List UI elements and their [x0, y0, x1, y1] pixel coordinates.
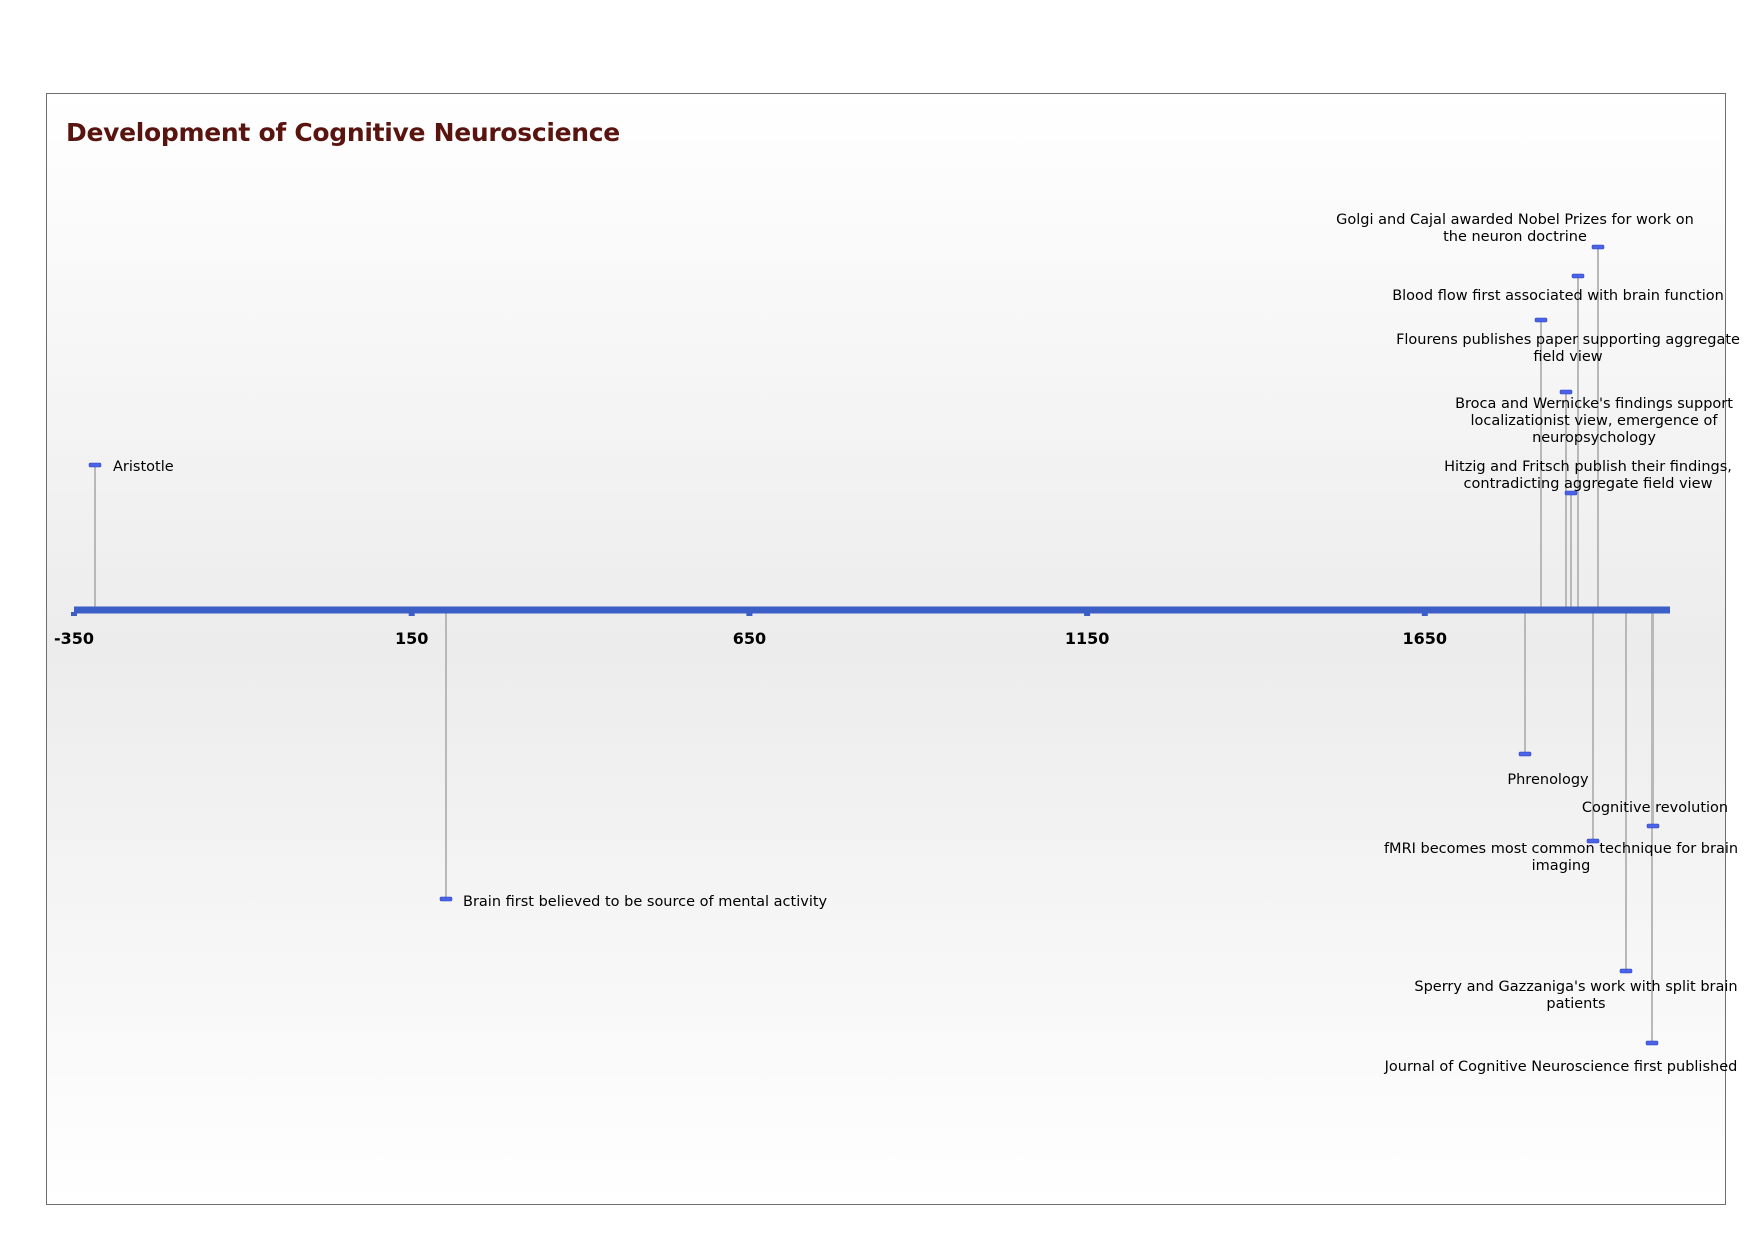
event-label: Cognitive revolution [1582, 800, 1728, 816]
event-label: Golgi and Cajal awarded Nobel Prizes for… [1336, 212, 1694, 245]
event-label: Phrenology [1507, 772, 1589, 788]
event-marker[interactable] [1564, 490, 1578, 496]
event-marker[interactable] [1591, 244, 1605, 250]
axis-tick-label: 150 [395, 629, 428, 648]
axis-tick-label: 1650 [1403, 629, 1448, 648]
event-label: Broca and Wernicke's findings support loc… [1455, 396, 1733, 446]
event-label: Hitzig and Fritsch publish their finding… [1444, 459, 1732, 492]
event-label: Aristotle [113, 459, 174, 475]
event-marker[interactable] [439, 896, 453, 902]
event-label: Sperry and Gazzaniga's work with split b… [1414, 979, 1737, 1012]
connector-lines [94, 247, 1654, 1043]
event-label: fMRI becomes most common technique for b… [1384, 841, 1738, 874]
timeline-frame [46, 93, 1726, 1205]
event-label: Flourens publishes paper supporting aggr… [1396, 332, 1740, 365]
event-marker[interactable] [1586, 838, 1600, 844]
timeline-axis [74, 606, 1670, 614]
axis-tick [71, 612, 77, 616]
event-label: Journal of Cognitive Neuroscience first … [1384, 1059, 1738, 1075]
event-marker[interactable] [1571, 273, 1585, 279]
event-marker[interactable] [1646, 823, 1660, 829]
axis-tick [1084, 612, 1091, 616]
event-marker[interactable] [1534, 317, 1548, 323]
event-marker[interactable] [88, 462, 102, 468]
event-label: Blood flow first associated with brain f… [1392, 288, 1724, 304]
event-label: Brain first believed to be source of men… [463, 894, 828, 910]
axis-tick [746, 612, 753, 616]
event-marker[interactable] [1559, 389, 1573, 395]
event-marker[interactable] [1518, 751, 1532, 757]
event-marker[interactable] [1645, 1040, 1659, 1046]
axis-tick-label: -350 [54, 629, 94, 648]
page-title: Development of Cognitive Neuroscience [66, 118, 620, 147]
axis-tick-label: 650 [733, 629, 766, 648]
axis-tick [408, 612, 415, 616]
axis-tick-label: 1150 [1065, 629, 1110, 648]
event-marker[interactable] [1619, 968, 1633, 974]
axis-tick [1421, 612, 1428, 616]
